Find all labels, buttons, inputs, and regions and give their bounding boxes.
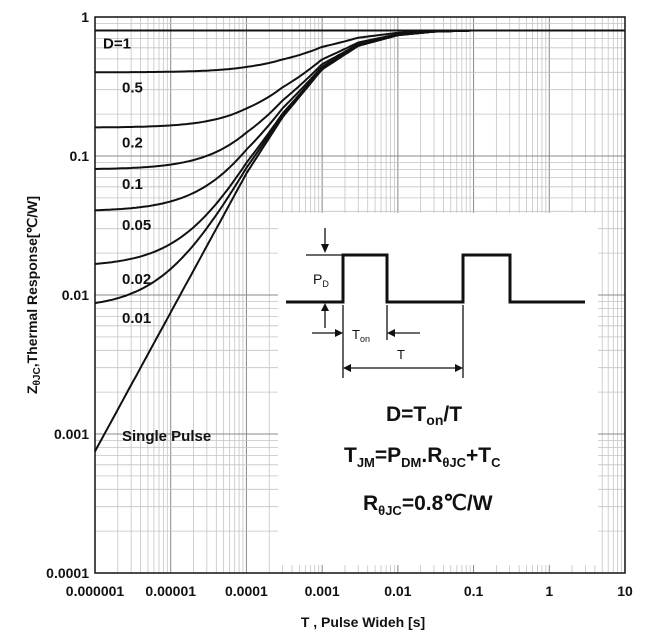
x-tick-label: 0.00001 xyxy=(145,583,196,599)
x-tick-label: 1 xyxy=(545,583,553,599)
ton-label: Ton xyxy=(352,327,370,344)
t-arrowhead-left xyxy=(343,364,351,372)
y-tick-label: 0.01 xyxy=(62,287,89,303)
ton-arrowhead-left xyxy=(335,329,343,337)
curve-label: 0.02 xyxy=(122,271,151,288)
curve-label: 0.05 xyxy=(122,217,151,234)
plot-frame xyxy=(94,16,626,574)
curve-label: 0.01 xyxy=(122,310,151,327)
curves xyxy=(94,29,625,452)
y-tick-label: 0.001 xyxy=(54,426,89,442)
ton-arrowhead-right xyxy=(387,329,395,337)
duty-formula: D=Ton/T xyxy=(386,403,462,428)
junction-temp-formula: TJM=PDM.RθJC+TC xyxy=(344,444,501,470)
curve-single-pulse xyxy=(94,29,625,452)
curve-labels: D=1 0.5 0.2 0.1 0.05 0.02 0.01 Single Pulse xyxy=(103,35,211,445)
x-tick-label: 10 xyxy=(617,583,633,599)
pulse-waveform xyxy=(286,253,585,304)
x-tick-label: 0.1 xyxy=(464,583,484,599)
x-tick-label: 0.0001 xyxy=(225,583,268,599)
t-label: T xyxy=(397,347,405,362)
curve-label: 0.1 xyxy=(122,176,143,193)
t-arrowhead-right xyxy=(455,364,463,372)
pd-arrowhead-top xyxy=(321,244,329,253)
curve-label: 0.5 xyxy=(122,79,143,96)
curve-label: 0.2 xyxy=(122,134,143,151)
x-tick-labels: 0.000001 0.00001 0.0001 0.001 0.01 0.1 1 10 xyxy=(66,583,633,599)
x-tick-label: 0.001 xyxy=(305,583,340,599)
pd-label: PD xyxy=(313,271,329,289)
y-axis-title: ZθJC,Thermal Response[℃/W] xyxy=(24,196,43,394)
x-tick-label: 0.01 xyxy=(384,583,411,599)
y-tick-labels: 1 0.1 0.01 0.001 0.0001 xyxy=(46,9,89,581)
y-tick-label: 1 xyxy=(81,9,89,25)
curve-label: D=1 xyxy=(103,35,131,52)
x-axis-title: T , Pulse Wideh [s] xyxy=(301,614,425,630)
curve-label: Single Pulse xyxy=(122,428,211,445)
y-tick-label: 0.0001 xyxy=(46,565,89,581)
thermal-resistance-formula: RθJC=0.8℃/W xyxy=(363,492,493,518)
inset-background xyxy=(278,213,598,565)
x-tick-label: 0.000001 xyxy=(66,583,125,599)
pd-arrowhead-bottom xyxy=(321,303,329,311)
duty-cycle-inset: PD Ton T D=Ton/T TJM=PDM.RθJC+TC RθJC=0.… xyxy=(278,213,598,565)
y-tick-label: 0.1 xyxy=(70,148,90,164)
